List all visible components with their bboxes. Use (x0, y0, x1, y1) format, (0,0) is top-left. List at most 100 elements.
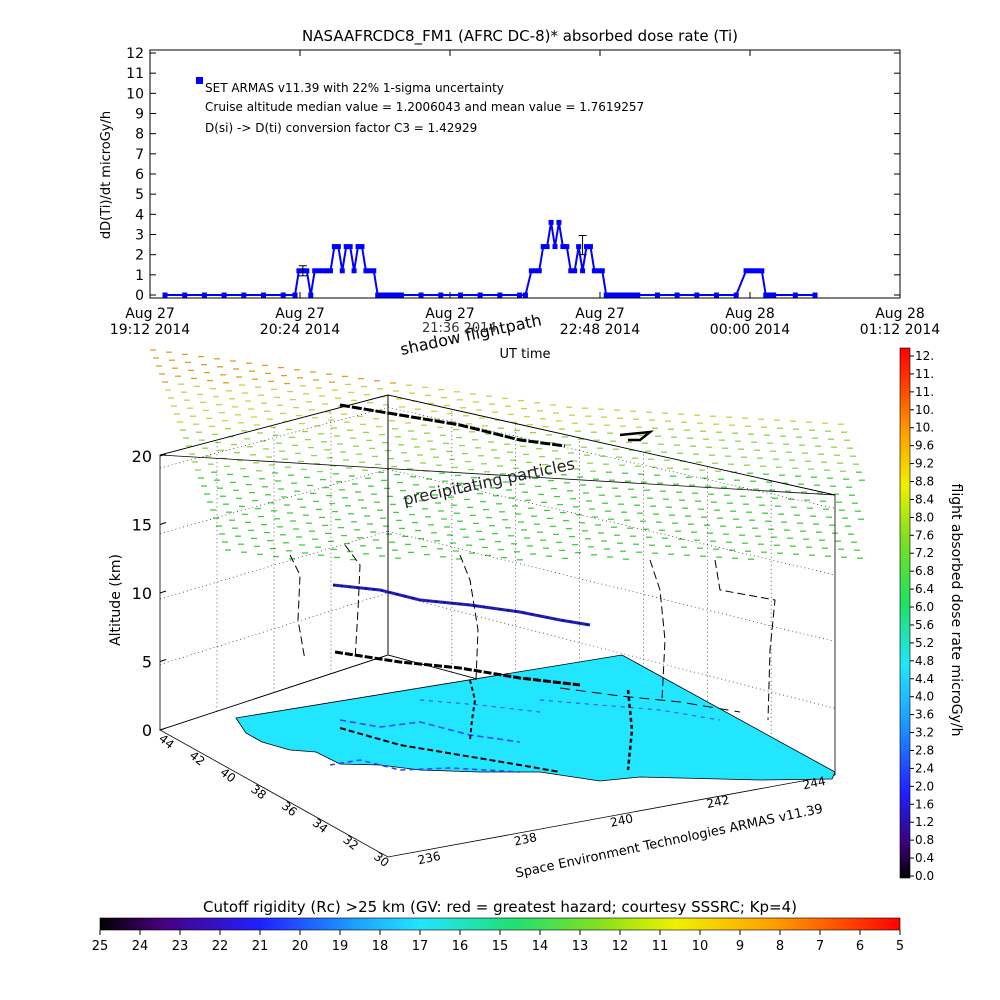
cutoff-tick-label: 24 (132, 939, 149, 954)
colorbar-tick-label: 10. (915, 421, 934, 435)
dose-point (320, 268, 326, 274)
cutoff-tick-label: 11 (652, 939, 669, 954)
cutoff-tick-label: 15 (492, 939, 509, 954)
latitude-tick-label: 34 (310, 816, 331, 836)
grid-line (387, 468, 836, 576)
x-tick-label-line2: 22:48 2014 (560, 322, 641, 338)
y-tick-label: 12 (126, 46, 144, 62)
cutoff-tick-label: 20 (292, 939, 309, 954)
dose-point (755, 268, 761, 274)
colorbar-tick-label: 12. (915, 349, 934, 363)
y-tick-label: 9 (135, 107, 144, 123)
dose-point (812, 292, 818, 298)
colorbar-tick-label: 11. (915, 385, 934, 399)
x-tick-label-line1: Aug 27 (425, 306, 475, 322)
cutoff-tick-label: 7 (816, 939, 824, 954)
top-edges (159, 394, 836, 496)
altitude-ticks: 0 5 10 15 20 (132, 447, 167, 740)
cutoff-tick-label: 19 (332, 939, 349, 954)
colorbar-tick-label: 2.0 (915, 779, 934, 793)
latitude-tick-label: 38 (248, 782, 269, 802)
z-tick-label: 5 (142, 653, 152, 672)
dose-point (714, 292, 720, 298)
latitude-tick-label: 42 (187, 748, 208, 768)
dose-point (339, 268, 345, 274)
dose-point (355, 244, 361, 250)
dose-point (631, 292, 637, 298)
dose-point (351, 268, 357, 274)
dose-point (522, 292, 528, 298)
x-tick-label-line2: 00:00 2014 (710, 322, 791, 338)
cutoff-tick-label: 9 (736, 939, 744, 954)
dose-point (312, 268, 318, 274)
dose-point (611, 292, 617, 298)
dose-point (536, 268, 542, 274)
z-tick-label: 15 (132, 516, 152, 535)
colorbar-tick-label: 8.8 (915, 475, 934, 489)
dose-point (316, 268, 322, 274)
longitude-tick-label: 240 (609, 811, 634, 829)
dose-point (540, 244, 546, 250)
dose-point (627, 292, 633, 298)
dose-point (792, 292, 798, 298)
dose-point (308, 292, 314, 298)
grid-line (387, 530, 836, 642)
annotation-conversion: D(si) -> D(ti) conversion factor C3 = 1.… (205, 121, 477, 135)
colorbar-tick-label: 6.8 (915, 564, 934, 578)
x-axis-label: UT time (500, 347, 551, 362)
shadow-flightpath (339, 679, 741, 773)
legend-marker (196, 77, 203, 84)
dose-point (603, 292, 609, 298)
dose-point (572, 268, 578, 274)
colorbar-tick-label: 9.6 (915, 439, 934, 453)
dose-point (375, 292, 381, 298)
dose-point (733, 292, 739, 298)
longitude-tick-label: 244 (802, 774, 827, 792)
y-tick-label: 5 (135, 187, 144, 203)
dose-point (182, 292, 188, 298)
z-tick-label: 10 (132, 584, 152, 603)
dose-point (568, 268, 574, 274)
x-tick-label-line1: Aug 28 (725, 306, 775, 322)
colorbar-tick-label: 8.4 (915, 492, 934, 506)
dose-point (497, 292, 503, 298)
dose-point (371, 268, 377, 274)
dose-point (296, 268, 302, 274)
dose-point (390, 292, 396, 298)
dose-point (343, 244, 349, 250)
z-tick-mark (159, 590, 167, 594)
y-tick-label: 2 (135, 248, 144, 264)
dose-point (771, 292, 777, 298)
latitude-tick-label: 44 (156, 731, 177, 751)
dose-point (544, 244, 550, 250)
cutoff-tick-label: 25 (92, 939, 109, 954)
dose-point (324, 268, 330, 274)
colorbar-tick-label: 5.2 (915, 636, 934, 650)
dose-point (457, 292, 463, 298)
dose-point (763, 292, 769, 298)
colorbar-tick-label: 4.8 (915, 654, 934, 668)
y-tick-label: 6 (135, 167, 144, 183)
x-tick-label-line2: 01:12 2014 (860, 322, 941, 338)
z-tick-mark (159, 453, 167, 457)
dose-point (162, 292, 168, 298)
dose-point (367, 268, 373, 274)
cutoff-tick-label: 13 (572, 939, 589, 954)
colorbar-tick-label: 10. (915, 403, 934, 417)
colorbar-tick-label: 7.2 (915, 546, 934, 560)
credit-label: Space Environment Technologies ARMAS v11… (514, 802, 824, 882)
dose-point (517, 292, 523, 298)
dose-point (694, 292, 700, 298)
dose-point (260, 292, 266, 298)
dose-point (280, 292, 286, 298)
colorbar-tick-label: 5.6 (915, 618, 934, 632)
altitude-axis-label: Altitude (km) (108, 554, 124, 646)
colorbar-tick-label: 3.2 (915, 726, 934, 740)
dose-point (584, 244, 590, 250)
dose-point (615, 292, 621, 298)
y-tick-label: 3 (135, 228, 144, 244)
latitude-tick-label: 32 (340, 832, 361, 852)
dose-point (674, 292, 680, 298)
